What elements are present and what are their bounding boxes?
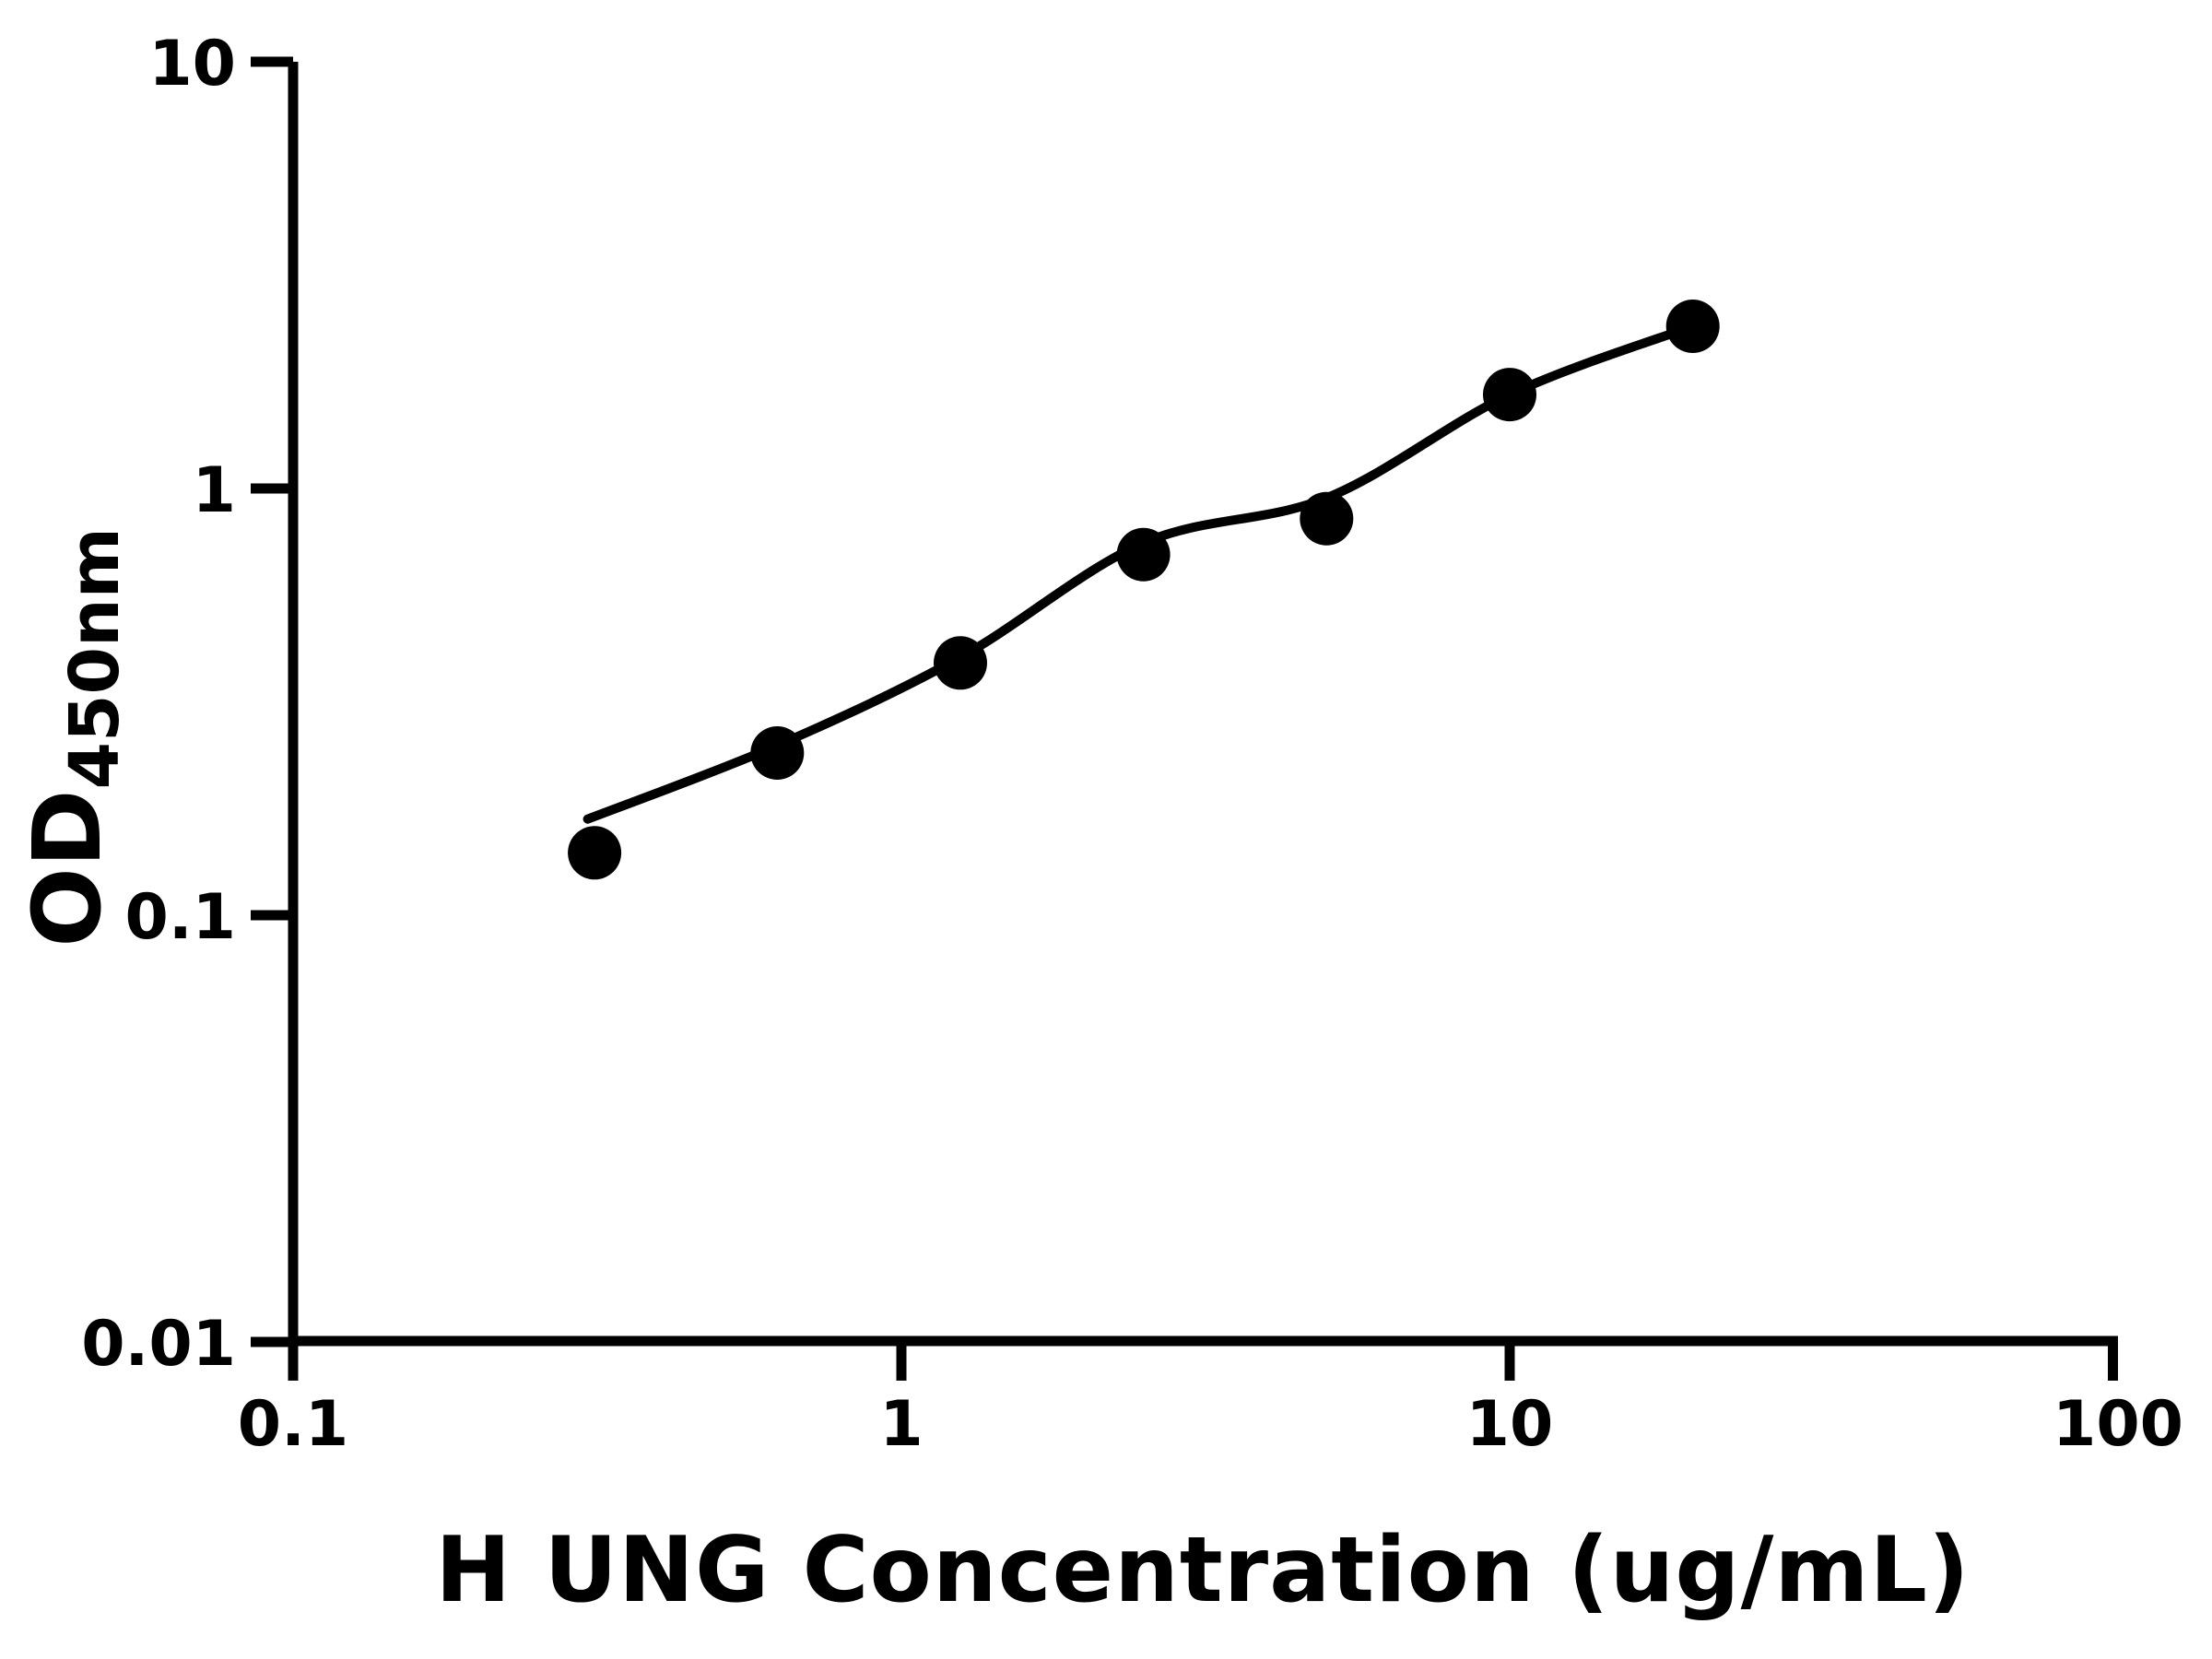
x-tick-label: 10 xyxy=(1466,1388,1554,1461)
data-point xyxy=(1483,368,1536,422)
y-axis-ticks xyxy=(251,56,293,1347)
y-axis-title-main: OD xyxy=(13,789,123,947)
plot-axes xyxy=(288,62,2118,1381)
data-point xyxy=(1116,527,1171,582)
data-point xyxy=(750,726,805,780)
x-tick-label: 100 xyxy=(2053,1388,2183,1461)
x-tick-label: 1 xyxy=(879,1388,923,1461)
data-points xyxy=(568,300,1720,880)
data-point xyxy=(1300,491,1354,546)
y-axis-tick-labels: 10 1 0.1 0.01 xyxy=(81,28,236,1381)
y-tick-label: 10 xyxy=(148,28,236,100)
data-point xyxy=(1665,300,1720,353)
y-axis-title-subscript: 450nm xyxy=(55,527,135,789)
x-axis-tick-labels: 0.1 1 10 100 xyxy=(238,1388,2183,1461)
x-tick-label: 0.1 xyxy=(238,1388,348,1461)
y-tick-label: 0.01 xyxy=(81,1308,236,1381)
y-tick-label: 1 xyxy=(193,454,236,527)
y-axis-title: OD450nm xyxy=(13,527,135,947)
y-tick-label: 0.1 xyxy=(125,881,236,954)
x-axis-ticks xyxy=(288,1341,2118,1381)
x-axis-title: H UNG Concentration (ug/mL) xyxy=(435,1518,1970,1623)
data-point xyxy=(934,636,987,690)
data-point xyxy=(568,826,622,880)
